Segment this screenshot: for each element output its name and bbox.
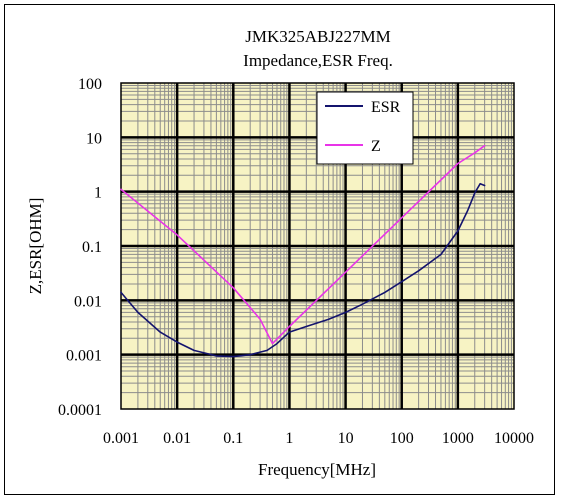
legend: ESR Z [316, 91, 414, 165]
x-tick-label: 10 [338, 430, 354, 447]
y-tick-label: 100 [78, 76, 102, 93]
y-tick-label: 0.0001 [58, 402, 102, 419]
y-tick-label: 10 [86, 130, 102, 147]
y-tick-label: 1 [94, 185, 102, 202]
legend-label-z: Z [371, 138, 381, 155]
series-lines [120, 144, 486, 358]
x-tick-label: 0.01 [163, 430, 191, 447]
x-tick-label: 1000 [442, 430, 474, 447]
series-line-esr [120, 182, 486, 358]
legend-label-esr: ESR [371, 99, 401, 116]
chart-subtitle: Impedance,ESR Freq. [243, 51, 393, 70]
series-line-z [120, 144, 486, 345]
x-tick-label: 10000 [494, 430, 534, 447]
x-axis-label: Frequency[MHz] [258, 460, 376, 479]
x-tick-label: 0.001 [103, 430, 139, 447]
plot-border [120, 82, 515, 410]
x-tick-label: 0.1 [223, 430, 243, 447]
x-tick-label: 100 [390, 430, 414, 447]
x-tick-label: 1 [285, 430, 293, 447]
legend-box [316, 91, 414, 165]
chart-title: JMK325ABJ227MM [245, 27, 390, 46]
y-tick-labels: 100 10 1 0.1 0.01 0.001 0.0001 [58, 76, 102, 419]
y-tick-label: 0.001 [66, 348, 102, 365]
y-tick-label: 0.1 [82, 239, 102, 256]
x-tick-labels: 0.001 0.01 0.1 1 10 100 1000 10000 [103, 430, 534, 447]
major-gridlines [121, 83, 514, 409]
y-axis-label: Z,ESR[OHM] [26, 198, 45, 295]
y-tick-label: 0.01 [74, 293, 102, 310]
